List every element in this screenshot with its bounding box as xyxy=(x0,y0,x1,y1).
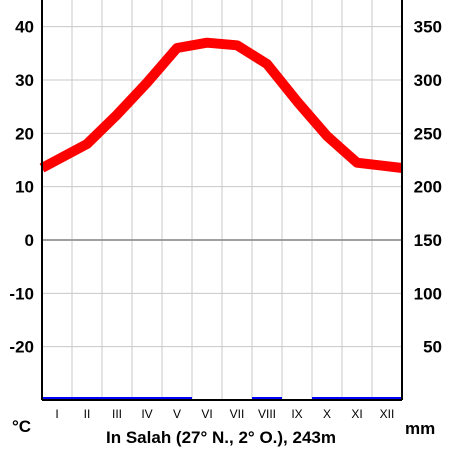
precip-bar-X xyxy=(312,397,342,400)
month-label: I xyxy=(55,407,58,421)
precip-bar-IV xyxy=(132,397,162,400)
month-label: IV xyxy=(141,407,152,421)
month-label: VIII xyxy=(258,407,276,421)
month-label: II xyxy=(84,407,91,421)
right-tick-label: 150 xyxy=(414,231,442,250)
left-tick-label: -10 xyxy=(9,284,34,303)
precipitation-bars xyxy=(42,397,402,400)
month-label: VII xyxy=(230,407,245,421)
chart-title: In Salah (27° N., 2° O.), 243m xyxy=(106,428,336,447)
right-tick-label: 300 xyxy=(414,71,442,90)
left-tick-label: 10 xyxy=(15,178,34,197)
precip-bar-III xyxy=(102,397,132,400)
temperature-line xyxy=(39,37,403,173)
precip-bar-XI xyxy=(342,397,372,400)
left-tick-label: -20 xyxy=(9,338,34,357)
precip-bar-I xyxy=(42,397,72,400)
precip-bar-II xyxy=(72,397,102,400)
precip-bar-XII xyxy=(372,397,402,400)
month-label: XII xyxy=(380,407,395,421)
right-tick-label: 200 xyxy=(414,178,442,197)
left-tick-label: 20 xyxy=(15,124,34,143)
precip-bar-V xyxy=(162,397,192,400)
left-tick-label: 0 xyxy=(25,231,34,250)
month-label: X xyxy=(323,407,331,421)
left-axis-unit: °C xyxy=(12,417,31,436)
left-tick-label: 40 xyxy=(15,18,34,37)
precip-bar-VIII xyxy=(252,397,282,400)
right-tick-label: 250 xyxy=(414,124,442,143)
left-tick-label: 30 xyxy=(15,71,34,90)
grid xyxy=(42,0,402,400)
right-tick-label: 100 xyxy=(414,284,442,303)
plot-frame xyxy=(41,0,403,401)
right-axis-unit: mm xyxy=(405,419,435,438)
month-label: V xyxy=(173,407,181,421)
temperature-series xyxy=(39,37,403,173)
left-axis-ticks: 40 30 20 10 0 -10 -20 xyxy=(9,18,34,357)
month-label: IX xyxy=(291,407,302,421)
month-label: III xyxy=(112,407,122,421)
month-label: XI xyxy=(351,407,362,421)
month-label: VI xyxy=(201,407,212,421)
right-tick-label: 50 xyxy=(423,338,442,357)
right-axis-ticks: 350 300 250 200 150 100 50 xyxy=(414,18,442,357)
right-tick-label: 350 xyxy=(414,18,442,37)
month-labels: I II III IV V VI VII VIII IX X XI XII xyxy=(55,407,394,421)
